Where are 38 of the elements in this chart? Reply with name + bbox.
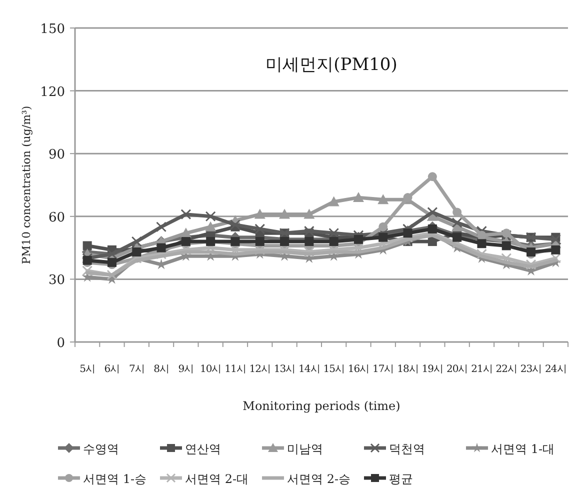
- legend-label: 서면역 2-대: [185, 472, 249, 486]
- x-tick-label: 16시: [348, 364, 370, 375]
- y-tick-label: 0: [56, 336, 65, 351]
- legend-label: 서면역 1-승: [83, 472, 147, 486]
- x-tick-label: 12시: [249, 364, 270, 375]
- x-tick-label: 20시: [446, 364, 468, 375]
- x-tick-label: 17시: [372, 364, 394, 375]
- y-axis-title: PM10 concentration (ug/m³): [20, 106, 33, 264]
- y-tick-label: 90: [48, 148, 65, 163]
- legend-label: 덕천역: [389, 442, 425, 456]
- x-tick-label: 14시: [298, 364, 320, 375]
- legend-label: 미남역: [287, 442, 323, 456]
- legend-label: 서면역 2-승: [287, 472, 351, 486]
- x-tick-label: 18시: [397, 364, 418, 375]
- x-tick-label: 22시: [496, 364, 517, 375]
- x-tick-label: 11시: [224, 364, 246, 375]
- y-tick-label: 150: [40, 22, 65, 37]
- x-tick-label: 23시: [520, 364, 542, 375]
- x-tick-label: 9시: [178, 364, 194, 375]
- legend-label: 수영역: [83, 442, 119, 456]
- text: 미세먼지(PM10): [266, 55, 398, 75]
- y-tick-label: 120: [40, 84, 65, 100]
- x-tick-label: 5시: [80, 364, 96, 375]
- x-tick-label: 7시: [128, 364, 144, 375]
- x-tick-label: 10시: [200, 364, 222, 375]
- y-tick-label: 60: [48, 210, 65, 226]
- x-tick-label: 15시: [323, 364, 344, 375]
- legend-label: 연산역: [185, 442, 221, 456]
- x-tick-label: 21시: [471, 364, 492, 375]
- x-tick-label: 24시: [545, 364, 566, 375]
- x-axis-title: Monitoring periods (time): [242, 399, 400, 413]
- legend-label: 평균: [389, 472, 413, 486]
- legend-label: 서면역 1-대: [491, 442, 555, 456]
- x-tick-label: 8시: [154, 364, 169, 375]
- x-tick-label: 13시: [274, 364, 296, 375]
- y-tick-label: 30: [48, 273, 65, 288]
- x-tick-label: 6시: [104, 364, 120, 375]
- x-tick-label: 19시: [422, 364, 444, 375]
